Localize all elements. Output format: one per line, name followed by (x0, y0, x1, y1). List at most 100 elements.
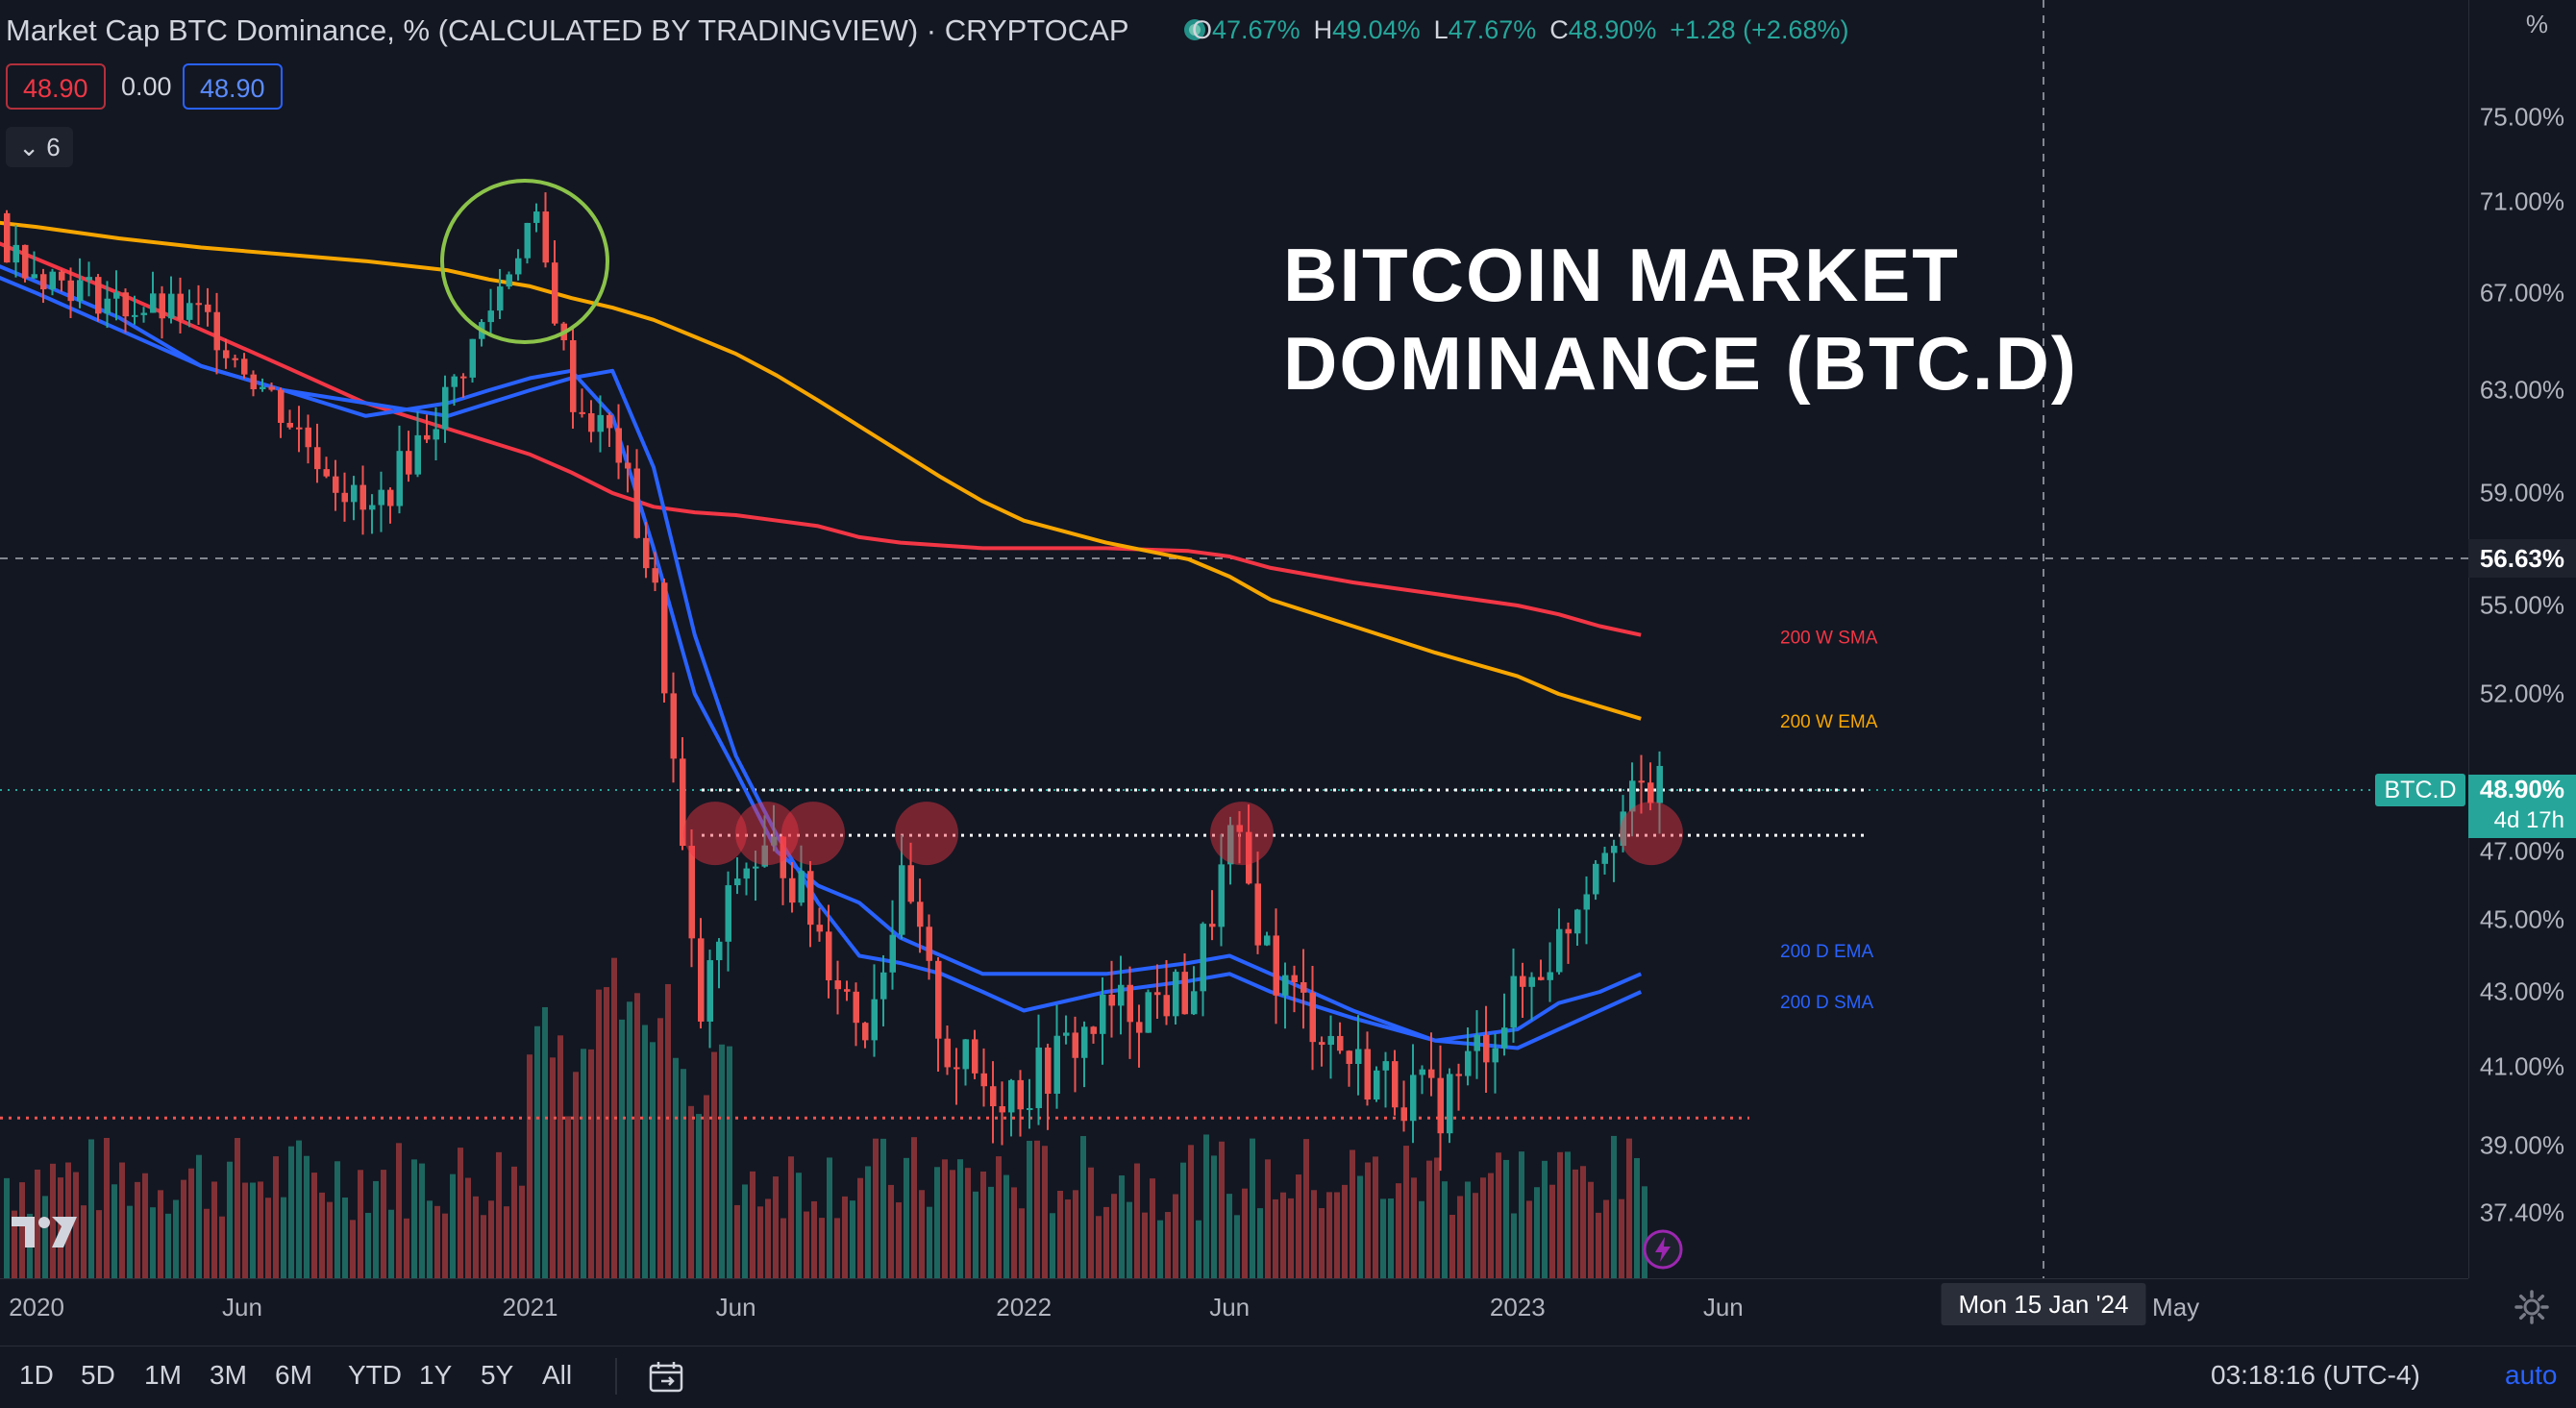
range-button-1d[interactable]: 1D (19, 1360, 54, 1390)
volume-bar (396, 1143, 402, 1278)
candle-body (1273, 935, 1279, 996)
volume-bar (604, 987, 609, 1278)
volume-bar (757, 1206, 763, 1278)
candle-body (314, 447, 321, 470)
volume-bar (473, 1196, 479, 1278)
resistance-touch-marker (1620, 802, 1683, 866)
range-button-1y[interactable]: 1Y (419, 1360, 453, 1390)
volume-bar (1365, 1162, 1371, 1278)
candle-body (542, 211, 549, 263)
volume-bar (481, 1215, 486, 1278)
auto-scale-button[interactable]: auto (2505, 1360, 2558, 1390)
price-scale-label: 75.00% (2479, 102, 2564, 132)
sell-price-button[interactable]: 48.90 (6, 63, 106, 110)
volume-bar (834, 1218, 840, 1278)
volume-bar (88, 1139, 94, 1278)
price-scale[interactable]: % (2468, 0, 2576, 1278)
range-button-ytd[interactable]: YTD (348, 1360, 402, 1390)
volume-bar (1173, 1194, 1178, 1278)
candle-body (1100, 994, 1106, 1034)
candle-body (1465, 1050, 1472, 1076)
time-axis[interactable]: Mon 15 Jan '24 2020 Jun 2021 Jun 2022 Jun 2023… (0, 1278, 2468, 1339)
volume-bar (1619, 1198, 1624, 1278)
candle-body (1620, 811, 1626, 847)
lightning-icon[interactable] (1642, 1228, 1684, 1271)
buy-price-button[interactable]: 48.90 (183, 63, 283, 110)
candle-body (734, 878, 741, 886)
candle-body (1282, 975, 1289, 996)
volume-bar (934, 1167, 940, 1278)
chart-svg[interactable]: 200 W SMA 200 W EMA 200 D EMA 200 D SMA (0, 0, 2468, 1278)
range-button-5d[interactable]: 5D (81, 1360, 115, 1390)
candle-body (962, 1039, 969, 1070)
candle-body (506, 274, 512, 287)
candle-body (1173, 972, 1179, 1017)
range-button-6m[interactable]: 6M (275, 1360, 312, 1390)
volume-bar (319, 1192, 325, 1278)
range-button-5y[interactable]: 5Y (481, 1360, 514, 1390)
ohlc-key: L (1433, 15, 1449, 44)
candle-body (789, 877, 796, 903)
volume-bar (1465, 1181, 1471, 1278)
volume-bar (988, 1186, 994, 1278)
gear-icon[interactable] (2513, 1288, 2551, 1326)
volume-bar (973, 1191, 978, 1278)
range-button-3m[interactable]: 3M (210, 1360, 247, 1390)
clock-timezone[interactable]: 03:18:16 (UTC-4) (2211, 1360, 2420, 1390)
candle-body (396, 451, 403, 506)
candle-body (716, 941, 723, 961)
tradingview-logo (12, 1217, 77, 1247)
candle-body (533, 211, 540, 223)
calendar-goto-icon[interactable] (648, 1360, 684, 1393)
volume-bar (181, 1179, 186, 1278)
candle-body (661, 582, 668, 694)
volume-bar (458, 1148, 463, 1278)
candle-body (771, 836, 778, 846)
candle-body (579, 411, 585, 414)
volume-bar (1534, 1187, 1540, 1278)
candle-body (780, 836, 786, 878)
volume-bar (1480, 1177, 1486, 1278)
volume-bar (1573, 1169, 1578, 1278)
volume-bar (919, 1190, 925, 1278)
candle-body (1355, 1049, 1362, 1064)
candle-body (643, 537, 650, 569)
candle-body (497, 286, 504, 311)
series-label: 200 W EMA (1780, 712, 1878, 732)
volume-bar (273, 1156, 279, 1278)
candle-body (1108, 994, 1115, 1006)
candle-body (1035, 1047, 1042, 1108)
price-scale-label: 37.40% (2479, 1198, 2564, 1227)
candle-body (113, 292, 120, 299)
range-button-1m[interactable]: 1M (144, 1360, 182, 1390)
volume-bar (1211, 1155, 1217, 1278)
ohlc-key: C (1549, 15, 1569, 44)
candle-body (1501, 1027, 1508, 1049)
candle-body (1601, 852, 1608, 864)
volume-bar (1065, 1199, 1071, 1278)
market-status-icon[interactable] (1184, 19, 1205, 40)
candle-body (359, 484, 366, 510)
volume-bar (842, 1196, 848, 1278)
volume-bar (765, 1198, 771, 1278)
candle-body (1583, 894, 1590, 910)
resistance-touch-marker (895, 802, 958, 866)
volume-bar (1326, 1192, 1332, 1278)
volume-bar (642, 1025, 648, 1278)
candle-body (40, 274, 47, 290)
volume-bar (965, 1168, 971, 1278)
candle-body (1492, 1048, 1499, 1063)
candle-body (268, 386, 275, 390)
price-scale-label: 71.00% (2479, 186, 2564, 216)
indicators-toggle-button[interactable]: ⌄ 6 (6, 127, 73, 167)
candle-body (1483, 1034, 1490, 1063)
volume-bar (227, 1161, 233, 1278)
candle-body (250, 374, 257, 389)
volume-bar (1096, 1216, 1102, 1278)
volume-bar (334, 1161, 340, 1278)
range-button-all[interactable]: All (542, 1360, 573, 1390)
candle-body (972, 1039, 978, 1074)
bar-countdown: 4d 17h (2493, 807, 2564, 833)
price-scale-label: 41.00% (2479, 1051, 2564, 1081)
